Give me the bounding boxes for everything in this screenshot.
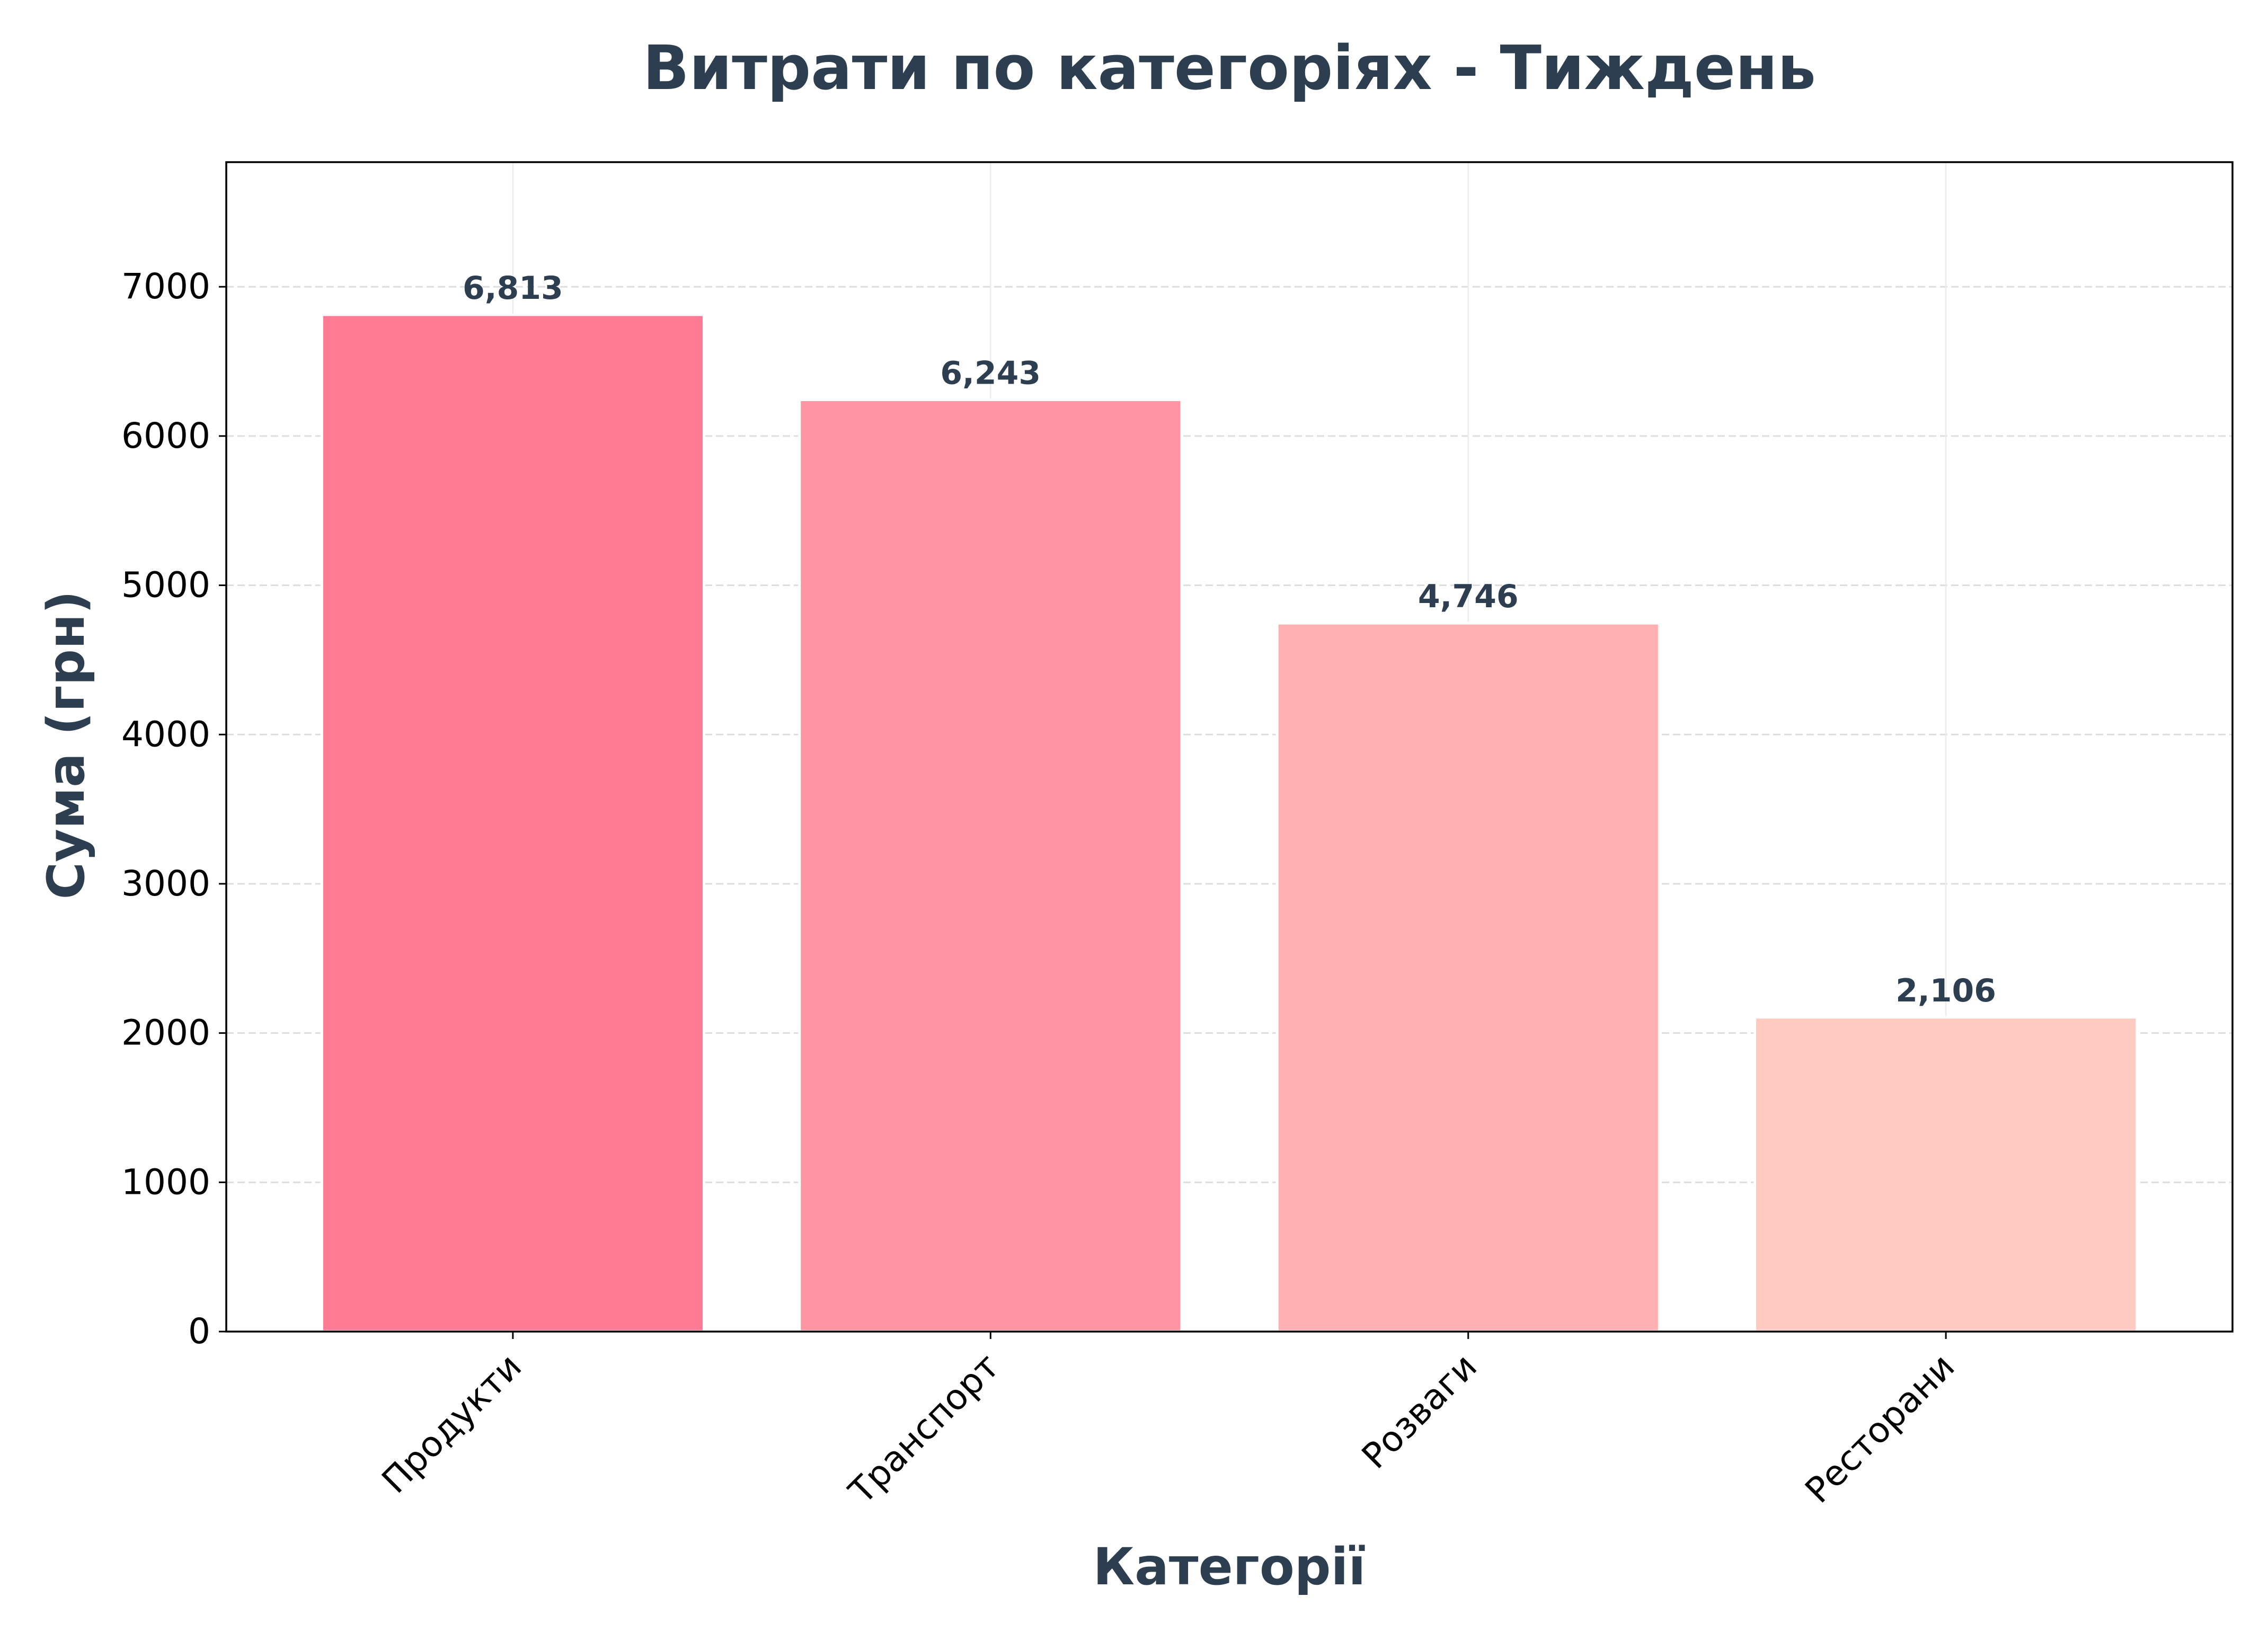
bar [798,398,1183,1333]
bar-value-label: 2,106 [1895,972,1996,1009]
bar [1275,622,1661,1333]
bar-value-label: 4,746 [1418,578,1519,615]
y-tick-label: 0 [188,1311,210,1352]
y-tick-label: 1000 [121,1161,210,1202]
plot-frame [225,161,2234,1333]
y-tick-label: 5000 [121,565,210,606]
bars [320,313,2139,1333]
bar-value-label: 6,813 [463,270,563,307]
y-axis-ticks: 0 1000 2000 3000 4000 5000 6000 7000 [121,266,226,1352]
y-axis-label: Сума (грн) [37,591,96,900]
x-axis-label: Категорії [1093,1537,1366,1596]
chart-title: Витрати по категоріях - Тиждень [643,33,1816,104]
bar [320,313,705,1333]
y-tick-label: 7000 [121,266,210,307]
y-tick-label: 6000 [121,415,210,456]
y-tick-label: 3000 [121,863,210,904]
value-labels: 6,813 6,243 4,746 2,106 [463,270,1996,1009]
bar-value-label: 6,243 [940,354,1041,392]
y-tick-label: 4000 [121,714,210,755]
y-tick-label: 2000 [121,1013,210,1053]
bar [1753,1016,2139,1333]
